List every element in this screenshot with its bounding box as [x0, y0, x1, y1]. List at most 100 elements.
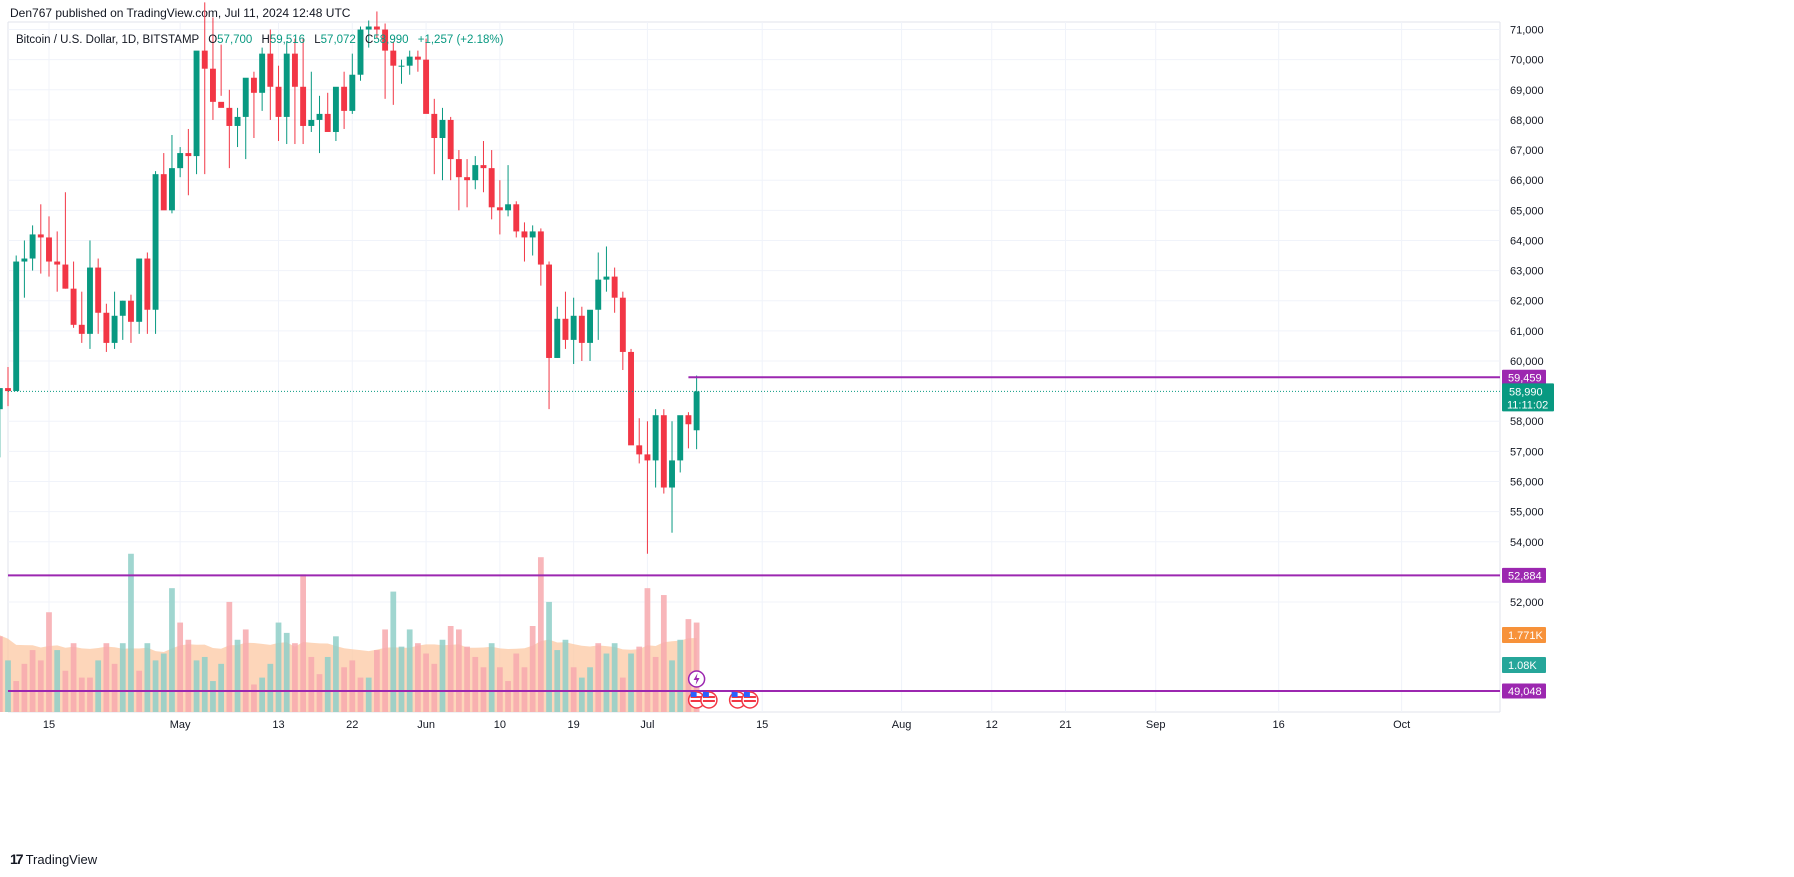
- candle-body: [177, 153, 184, 169]
- last-price-badge: [1502, 383, 1554, 412]
- volume-bar: [505, 681, 511, 712]
- volume-bar: [21, 663, 28, 712]
- candle-body: [62, 264, 69, 289]
- volume-bar: [300, 574, 306, 712]
- close-value: 58,990: [373, 34, 409, 46]
- candles: [0, 2, 700, 554]
- low-label: L: [314, 34, 321, 46]
- x-tick-label: Sep: [1146, 719, 1166, 731]
- volume-bar: [111, 663, 118, 712]
- volume-bar: [669, 660, 675, 712]
- volume-bar: [644, 588, 651, 712]
- volume-bar: [267, 663, 274, 712]
- candle-body: [595, 279, 602, 310]
- volume-bar: [103, 643, 110, 712]
- candle-body: [185, 153, 192, 157]
- candle-body: [119, 300, 126, 316]
- candle-body: [5, 388, 11, 392]
- candle-body: [611, 276, 618, 298]
- volume-bar: [292, 643, 298, 712]
- candle-body: [554, 318, 561, 358]
- candle-body: [209, 68, 216, 102]
- volume-bar: [0, 636, 3, 712]
- volume-bar: [546, 601, 552, 712]
- candle-body: [685, 415, 692, 425]
- candle-body: [308, 119, 315, 126]
- volume-bar: [480, 667, 487, 712]
- candle-body: [259, 53, 266, 93]
- volume-bar: [447, 626, 454, 712]
- volume-bar: [496, 667, 503, 712]
- volume-bar: [406, 629, 413, 712]
- candle-body: [226, 107, 233, 126]
- candle-body: [291, 53, 298, 87]
- candle-body: [480, 165, 487, 169]
- candle-body: [13, 261, 20, 392]
- volume-bar: [316, 674, 323, 712]
- volume-bar: [324, 656, 331, 712]
- y-tick-label: 64,000: [1510, 235, 1544, 247]
- volume-bar: [439, 639, 446, 712]
- volume-bar: [242, 629, 249, 712]
- volume-bar: [365, 677, 372, 712]
- y-tick-label: 70,000: [1510, 55, 1544, 67]
- volume-bar: [595, 643, 602, 712]
- x-tick-label: Jun: [417, 719, 435, 731]
- volume-bar: [333, 636, 339, 712]
- volume-bar: [210, 681, 216, 712]
- candle-body: [505, 204, 512, 211]
- volume-bar: [46, 612, 52, 712]
- volume-bar: [283, 632, 290, 712]
- y-tick-label: 54,000: [1510, 537, 1544, 549]
- volume-bar: [160, 653, 167, 712]
- volume-bar: [54, 650, 61, 712]
- candle-body: [201, 50, 208, 69]
- candle-body: [70, 288, 77, 325]
- flag-canton: [702, 692, 709, 697]
- close-label: C: [365, 34, 374, 46]
- volume-bar: [234, 639, 241, 712]
- volume-bar: [685, 619, 692, 712]
- candle-body: [349, 74, 356, 111]
- candle-body: [382, 29, 389, 51]
- open-label: O: [208, 34, 218, 46]
- y-tick-label: 58,000: [1510, 416, 1544, 428]
- y-tick-label: 55,000: [1510, 507, 1544, 519]
- volume-bar: [456, 629, 462, 712]
- volume-bar: [488, 643, 495, 712]
- candle-body: [406, 56, 413, 66]
- x-tick-label: 15: [43, 719, 55, 731]
- volume-bar: [193, 660, 200, 712]
- volume-bar: [144, 643, 151, 712]
- tradingview-logo[interactable]: 17 TradingView: [10, 851, 97, 867]
- candle-body: [472, 165, 479, 181]
- volume-bar: [390, 591, 397, 712]
- volume-bar: [70, 643, 77, 712]
- x-tick-label: Aug: [892, 719, 912, 731]
- candle-body: [37, 234, 44, 238]
- x-tick-label: 21: [1059, 719, 1071, 731]
- x-tick-label: Oct: [1393, 719, 1410, 731]
- change-value: +1,257 (+2.18%): [417, 34, 504, 46]
- level-badge: [1502, 683, 1546, 699]
- y-tick-label: 62,000: [1510, 296, 1544, 308]
- candle-body: [128, 300, 134, 322]
- volume-bar: [87, 677, 93, 712]
- us-flag-icon: [741, 691, 759, 709]
- candle-body: [644, 454, 651, 461]
- last-price-text: 58,990: [1509, 386, 1543, 398]
- volume-bar: [201, 656, 208, 712]
- y-tick-label: 56,000: [1510, 476, 1544, 488]
- candle-body: [570, 315, 577, 340]
- y-tick-label: 69,000: [1510, 85, 1544, 97]
- candle-body: [546, 264, 553, 358]
- candle-body: [267, 53, 274, 87]
- x-tick-label: 22: [346, 719, 358, 731]
- candle-body: [103, 312, 110, 343]
- candle-body: [496, 207, 503, 211]
- candle-body: [193, 50, 200, 157]
- level-badge-text: 59,459: [1508, 372, 1542, 384]
- volume-bar: [308, 656, 315, 712]
